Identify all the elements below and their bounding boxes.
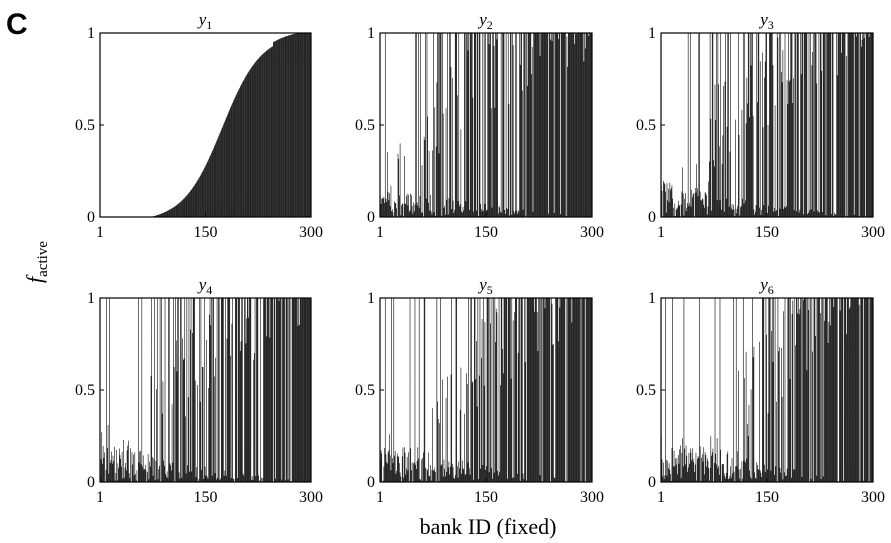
y-tick-label: 0 — [87, 474, 95, 491]
x-tick-label: 1 — [657, 224, 665, 241]
panel-title-var: y — [197, 275, 207, 294]
x-tick-label: 1 — [376, 489, 384, 506]
x-tick-label: 1 — [96, 224, 104, 241]
panel-title: y5 — [477, 275, 493, 297]
x-tick-label: 300 — [580, 489, 604, 506]
y-tick-label: 0 — [367, 474, 375, 491]
bars-y4 — [100, 298, 311, 482]
panel-y6: y6 1 150 300 0 0.5 1 — [636, 275, 885, 506]
y-tick-label: 1 — [367, 25, 375, 42]
x-tick-label: 1 — [376, 224, 384, 241]
panel-title: y3 — [758, 10, 774, 32]
panel-title-var: y — [477, 275, 487, 294]
y-tick-label: 1 — [648, 290, 656, 307]
panel-title-var: y — [758, 275, 768, 294]
panel-title: y1 — [197, 10, 213, 32]
y-tick-label: 1 — [87, 25, 95, 42]
bars-y3 — [661, 33, 873, 217]
x-tick-label: 150 — [755, 224, 779, 241]
panel-title-sub: 4 — [206, 283, 212, 297]
y-tick-label: 1 — [87, 290, 95, 307]
panel-y5: y5 1 150 300 0 0.5 1 — [355, 275, 604, 506]
panel-title-var: y — [477, 10, 487, 29]
panel-y2: y2 1 150 300 0 0.5 1 — [355, 10, 604, 241]
x-tick-label: 150 — [194, 489, 218, 506]
y-tick-label: 0 — [648, 209, 656, 226]
y-tick-label: 0.5 — [636, 117, 656, 134]
x-tick-label: 1 — [96, 489, 104, 506]
panel-title: y2 — [477, 10, 493, 32]
x-tick-label: 150 — [755, 489, 779, 506]
x-tick-label: 300 — [861, 224, 885, 241]
y-tick-label: 0.5 — [355, 382, 375, 399]
x-tick-label: 300 — [861, 489, 885, 506]
y-tick-label: 0 — [367, 209, 375, 226]
y-tick-label: 1 — [648, 25, 656, 42]
y-tick-label: 0 — [648, 474, 656, 491]
y-tick-label: 0.5 — [75, 117, 95, 134]
panel-title-sub: 2 — [487, 18, 493, 32]
panel-letter: C — [6, 8, 28, 41]
x-tick-label: 150 — [474, 489, 498, 506]
y-tick-label: 0 — [87, 209, 95, 226]
bars-y6 — [661, 298, 873, 482]
y-tick-label: 0.5 — [636, 382, 656, 399]
x-tick-label: 1 — [657, 489, 665, 506]
x-axis-label: bank ID (fixed) — [420, 514, 557, 539]
panel-title-sub: 3 — [768, 18, 774, 32]
panel-y4: y4 1 150 300 0 0.5 1 — [75, 275, 323, 506]
plot-frame — [379, 32, 593, 218]
panel-title-var: y — [197, 10, 207, 29]
panel-title-sub: 6 — [768, 283, 774, 297]
x-tick-label: 300 — [299, 224, 323, 241]
x-tick-label: 150 — [194, 224, 218, 241]
panel-title: y6 — [758, 275, 774, 297]
panel-title-sub: 1 — [206, 18, 212, 32]
panel-title-sub: 5 — [487, 283, 493, 297]
bars-y2 — [380, 33, 592, 217]
y-axis-label-main: f — [22, 274, 47, 283]
panel-title: y4 — [197, 275, 213, 297]
bars-y5 — [380, 298, 592, 482]
panel-y3: y3 1 150 300 0 0.5 1 — [636, 10, 885, 241]
bars-y1 — [150, 33, 311, 217]
panel-title-var: y — [758, 10, 768, 29]
y-axis-label-sub: active — [35, 241, 51, 277]
y-tick-label: 1 — [367, 290, 375, 307]
y-axis-label: factive — [22, 241, 51, 283]
y-tick-label: 0.5 — [75, 382, 95, 399]
y-tick-label: 0.5 — [355, 117, 375, 134]
x-tick-label: 300 — [299, 489, 323, 506]
x-tick-label: 150 — [474, 224, 498, 241]
x-tick-label: 300 — [580, 224, 604, 241]
